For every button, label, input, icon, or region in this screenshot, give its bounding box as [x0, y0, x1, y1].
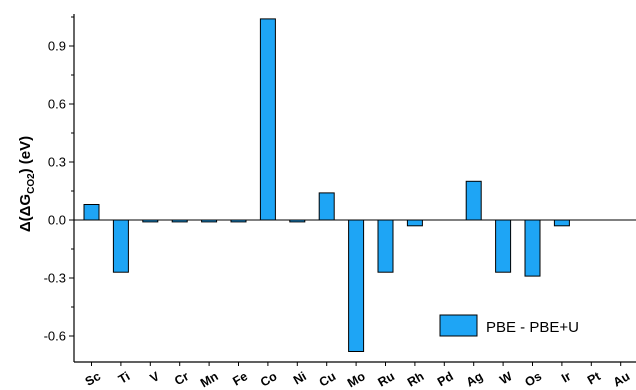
bar-ru [378, 220, 393, 272]
x-tick-label: Au [611, 369, 632, 389]
y-tick-label: -0.3 [44, 270, 66, 285]
y-tick-label: 0.9 [48, 39, 66, 54]
bar-co [260, 19, 275, 220]
y-tick-label: 0.0 [48, 213, 66, 228]
x-tick-label: Ru [376, 369, 397, 389]
x-tick-label: Os [523, 369, 544, 389]
bar-rh [407, 220, 422, 226]
x-tick-label: V [148, 369, 163, 386]
y-axis-label-suffix: ) (eV) [17, 136, 34, 174]
x-tick-label: Ni [291, 369, 309, 387]
bar-ag [466, 181, 481, 220]
x-tick-label: Ag [464, 369, 485, 389]
x-tick-label: Ir [559, 369, 573, 385]
bar-cu [319, 193, 334, 220]
x-tick-label: Mo [345, 369, 368, 390]
bar-sc [84, 205, 99, 221]
y-axis-label-subscript: CO2 [26, 173, 37, 194]
x-tick-label: Fe [230, 369, 250, 388]
bar-ti [113, 220, 128, 272]
y-tick-label: -0.6 [44, 328, 66, 343]
x-tick-label: Pt [585, 369, 604, 388]
legend-swatch [440, 315, 477, 336]
x-tick-label: Cu [317, 369, 338, 389]
x-tick-label: Cr [172, 369, 191, 388]
y-axis-label-prefix: Δ(ΔG [17, 194, 34, 232]
bar-os [525, 220, 540, 276]
y-tick-label: 0.3 [48, 155, 66, 170]
x-tick-label: Rh [405, 369, 426, 389]
bars-group [84, 19, 569, 352]
legend-label: PBE - PBE+U [486, 319, 579, 336]
x-tick-label: Co [258, 369, 280, 390]
x-tick-label: Mn [198, 369, 221, 390]
x-tick-label: Pd [435, 369, 456, 389]
bar-mo [349, 220, 364, 352]
x-tick-label: Ti [116, 369, 132, 387]
x-tick-label: Sc [83, 369, 103, 389]
x-tick-label: W [497, 369, 514, 387]
bar-ir [554, 220, 569, 226]
bar-w [496, 220, 511, 272]
legend: PBE - PBE+U [440, 315, 579, 336]
y-tick-label: 0.6 [48, 97, 66, 112]
y-axis-label: Δ(ΔGCO2) (eV) [17, 136, 37, 232]
labels-group: 0.9 0.6 0.3 0.0 -0.3 -0.6 Sc Ti V Cr Mn Fe Co Ni Cu Mo R… [44, 39, 633, 390]
